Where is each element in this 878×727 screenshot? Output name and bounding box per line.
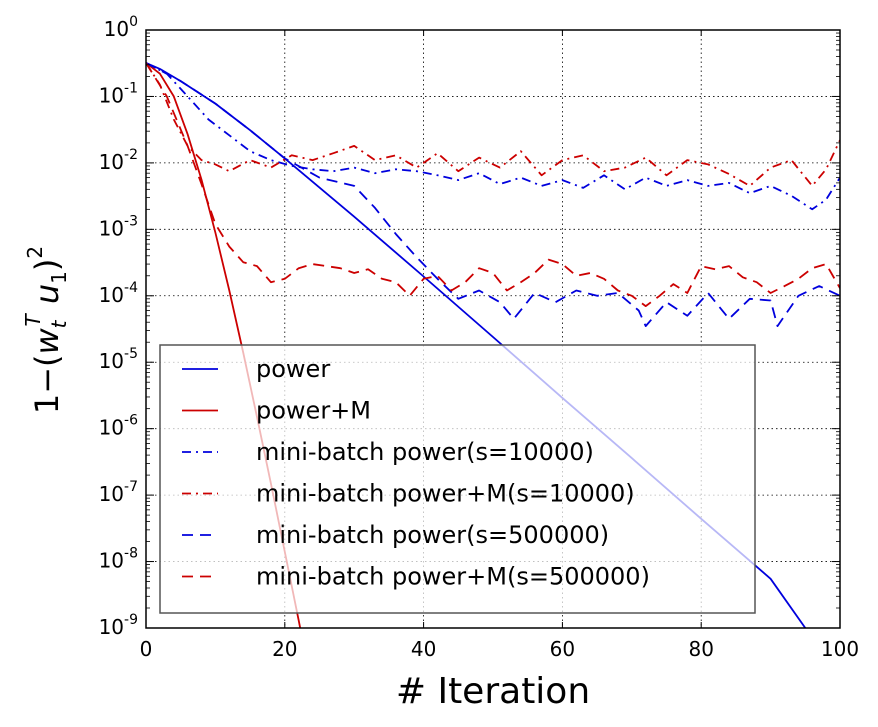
y-tick-base: 10 bbox=[99, 83, 124, 107]
y-tick-exponent: -6 bbox=[124, 413, 138, 429]
y-tick-base: 10 bbox=[99, 615, 124, 639]
y-tick-exponent: -3 bbox=[124, 213, 138, 229]
legend-label-5: mini-batch power(s=500000) bbox=[256, 521, 609, 549]
y-tick-label: 10-6 bbox=[99, 413, 139, 440]
y-tick-label: 10-1 bbox=[99, 80, 138, 107]
legend-label-4: mini-batch power+M(s=10000) bbox=[256, 480, 635, 508]
y-tick-base: 10 bbox=[99, 549, 124, 573]
series-line-5 bbox=[146, 62, 840, 328]
y-tick-exponent: -7 bbox=[124, 479, 138, 495]
legend: power power+M mini-batch power(s=10000) min… bbox=[159, 344, 756, 614]
y-tick-exponent: -8 bbox=[124, 546, 138, 562]
y-tick-label: 10-9 bbox=[99, 612, 138, 639]
x-tick-label: 40 bbox=[411, 637, 436, 661]
y-tick-label: 10-3 bbox=[99, 213, 138, 240]
plot-frame bbox=[145, 29, 841, 629]
y-tick-base: 10 bbox=[99, 150, 124, 174]
y-tick-label: 10-8 bbox=[99, 546, 138, 573]
y-tick-exponent: -4 bbox=[124, 280, 138, 296]
ticks bbox=[145, 29, 841, 629]
y-tick-base: 10 bbox=[99, 349, 124, 373]
legend-box bbox=[159, 344, 756, 614]
y-axis-title: 1−(wtT u1)2 bbox=[21, 246, 71, 414]
y-tick-base: 10 bbox=[99, 482, 124, 506]
y-tick-base: 10 bbox=[99, 283, 124, 307]
x-tick-label: 80 bbox=[688, 637, 713, 661]
y-tick-label: 10-5 bbox=[99, 346, 138, 373]
y-tick-exponent: -5 bbox=[124, 346, 138, 362]
y-tick-exponent: -9 bbox=[124, 612, 138, 628]
y-tick-exponent: -1 bbox=[124, 80, 138, 96]
x-tick-label: 60 bbox=[550, 637, 575, 661]
series-line-6 bbox=[146, 62, 840, 308]
x-tick-label: 100 bbox=[821, 637, 859, 661]
x-tick-label: 20 bbox=[272, 637, 297, 661]
x-tick-label: 0 bbox=[140, 637, 153, 661]
legend-label-1: power bbox=[256, 355, 330, 383]
y-tick-label: 10-7 bbox=[99, 479, 138, 506]
series-line-3 bbox=[146, 62, 840, 211]
y-tick-label: 10-4 bbox=[99, 280, 139, 307]
y-tick-base: 10 bbox=[99, 216, 124, 240]
legend-label-6: mini-batch power+M(s=500000) bbox=[256, 563, 650, 591]
y-tick-label: 10-2 bbox=[99, 147, 138, 174]
legend-label-2: power+M bbox=[256, 397, 371, 425]
y-tick-base: 10 bbox=[99, 416, 124, 440]
legend-label-3: mini-batch power(s=10000) bbox=[256, 438, 594, 466]
y-tick-exponent: -2 bbox=[124, 147, 138, 163]
y-tick-exponent: 0 bbox=[129, 14, 138, 30]
y-tick-label: 100 bbox=[104, 14, 138, 41]
y-tick-base: 10 bbox=[104, 17, 129, 41]
series-line-4 bbox=[146, 62, 840, 187]
x-axis-title: # Iteration bbox=[396, 671, 590, 712]
tick-labels: 0 20 40 60 80 10010-910-810-710-610-510-410-3… bbox=[99, 14, 860, 661]
